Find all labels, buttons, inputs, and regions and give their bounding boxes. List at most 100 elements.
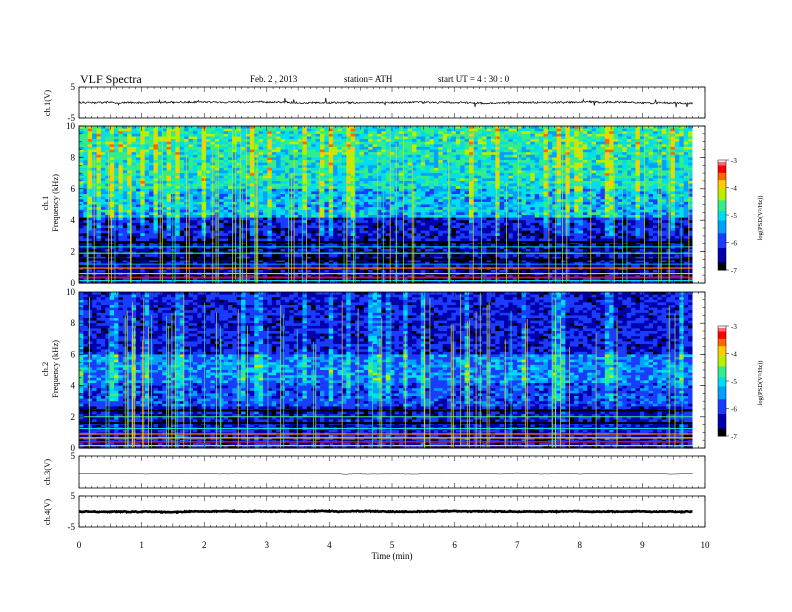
spectrogram-cell [131, 225, 137, 229]
spectrogram-cell [135, 178, 141, 182]
spectrogram-cell [92, 157, 98, 161]
spectrogram-cell [92, 167, 98, 172]
spectrogram-cell [118, 188, 124, 193]
spectrogram-cell [105, 196, 111, 200]
spectrogram-cell [87, 233, 93, 237]
spectrogram-cell [127, 259, 133, 263]
spectrogram-cell [122, 173, 128, 177]
spectrogram-cell [96, 128, 102, 132]
spectrogram-cell [79, 259, 84, 263]
spectrogram-cell [87, 126, 93, 130]
spectrogram-cell [83, 141, 89, 145]
spectrogram-cell [131, 167, 137, 172]
spectrogram-cell [118, 259, 124, 263]
spectrogram-cell [118, 175, 124, 179]
spectrogram-cell [100, 230, 106, 234]
spectrogram-cell [105, 256, 111, 261]
spectrogram-cell [96, 220, 102, 224]
spectrogram-cell [135, 238, 141, 242]
spectrogram-cell [127, 246, 133, 250]
spectrogram-cell [135, 214, 141, 219]
spectrogram-cell [87, 259, 93, 263]
spectrogram-cell [131, 277, 137, 281]
spectrogram-cell [140, 162, 146, 166]
spectrogram-cell [105, 204, 111, 208]
spectrogram-cell [83, 139, 89, 143]
spectrogram-cell [109, 199, 115, 203]
spectrogram-cell [131, 152, 137, 156]
spectrogram-cell [131, 170, 137, 174]
spectrogram-cell [105, 246, 111, 250]
spectrogram-cell [118, 136, 124, 140]
spectrogram-cell [96, 204, 102, 208]
spectrogram-cell [131, 186, 137, 190]
spectrogram-cell [135, 165, 141, 169]
spectrogram-cell [105, 146, 111, 151]
spectrogram-cell [140, 131, 146, 135]
spectrogram-cell [118, 220, 124, 224]
spectrogram-cell [83, 209, 89, 213]
spectrogram-cell [83, 186, 89, 190]
spectrogram-cell [109, 162, 115, 166]
spectrogram-cell [87, 254, 93, 258]
spectrogram-cell [83, 152, 89, 156]
spectrogram-cell [100, 157, 106, 161]
spectrogram-cell [92, 194, 98, 198]
spectrogram-cell [96, 162, 102, 166]
spectrogram-cell [127, 199, 133, 203]
spectrogram-cell [87, 212, 93, 216]
spectrogram-cell [105, 133, 111, 138]
spectrogram-cell [92, 269, 98, 274]
spectrogram-cell [96, 280, 102, 284]
spectrogram-cell [105, 209, 111, 213]
spectrogram-cell [109, 175, 115, 179]
spectrogram-cell [96, 267, 102, 271]
spectrogram-cell [114, 204, 120, 208]
spectrogram-cell [83, 146, 89, 151]
spectrogram-cell [122, 170, 128, 174]
spectrogram-cell [100, 141, 106, 145]
spectrogram-cell [127, 183, 133, 187]
spectrogram-cell [135, 188, 141, 193]
spectrogram-cell [140, 194, 146, 198]
spectrogram-cell [135, 225, 141, 229]
spectrogram-cell [140, 183, 146, 187]
spectrogram-cell [87, 267, 93, 271]
spectrogram-cell [87, 238, 93, 242]
spectrogram-cell [79, 233, 84, 237]
spectrogram-cell [127, 207, 133, 211]
spectrogram-cell [122, 222, 128, 227]
spectrogram-cell [140, 149, 146, 153]
spectrogram-cell [96, 201, 102, 206]
spectrogram-cell [96, 196, 102, 200]
spectrogram-cell [140, 146, 146, 151]
spectrogram-cell [131, 175, 137, 179]
spectrogram-cell [109, 152, 115, 156]
spectrogram-cell [131, 128, 137, 132]
spectrogram-cell [109, 264, 115, 268]
spectrogram-cell [118, 186, 124, 190]
spectrogram-cell [114, 194, 120, 198]
spectrogram-cell [83, 201, 89, 206]
spectrogram-cell [114, 152, 120, 156]
spectrogram-cell [100, 214, 106, 219]
spectrogram-cell [140, 175, 146, 179]
spectrogram-cell [87, 201, 93, 206]
spectrogram-cell [118, 178, 124, 182]
spectrogram-cell [109, 225, 115, 229]
spectrogram-cell [96, 214, 102, 219]
spectrogram-cell [135, 157, 141, 161]
spectrogram-cell [79, 173, 84, 177]
spectrogram-cell [114, 225, 120, 229]
spectrogram-cell [83, 133, 89, 138]
spectrogram-cell [105, 167, 111, 172]
spectrogram-cell [96, 264, 102, 268]
spectrogram-cell [96, 165, 102, 169]
spectrogram-cell [118, 194, 124, 198]
date-label: Feb. 2 , 2013 [250, 74, 298, 84]
spectrogram-cell [118, 126, 124, 130]
spectrogram-cell [127, 220, 133, 224]
spectrogram-cell [118, 165, 124, 169]
spectrogram-cell [100, 259, 106, 263]
spectrogram-cell [131, 235, 137, 240]
